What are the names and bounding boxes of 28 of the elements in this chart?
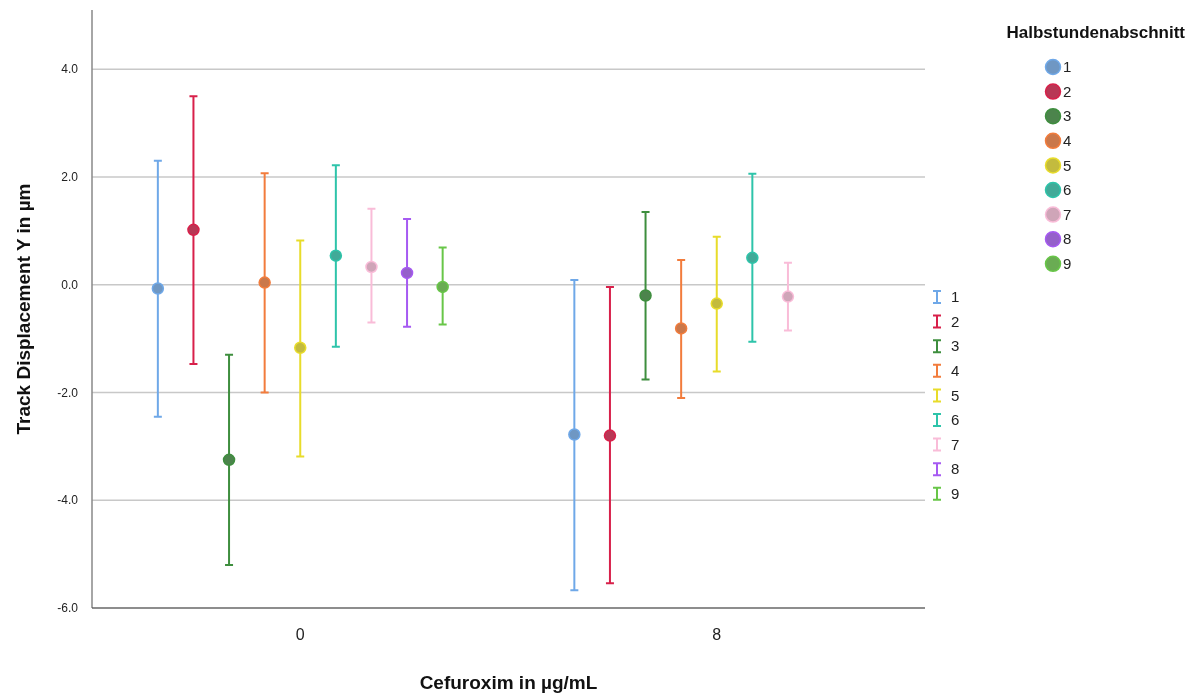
text: 1 xyxy=(1063,58,1072,76)
legend-label: 6 xyxy=(951,411,960,429)
y-tick-label: -4.0 xyxy=(57,493,79,508)
text: 2 xyxy=(1063,82,1072,100)
text: 4 xyxy=(1063,132,1072,150)
legend-label: 9 xyxy=(951,485,960,503)
legend-label: 8 xyxy=(951,460,960,478)
y-tick-label: 2.0 xyxy=(61,170,79,185)
y-axis-title: Track Displacement Y in µm xyxy=(13,183,34,435)
legend-label: 5 xyxy=(951,386,960,404)
legend-label: 2 xyxy=(951,312,960,330)
x-tick-label: 0 xyxy=(295,626,305,643)
legend-label: 1 xyxy=(951,288,960,306)
legend-title: Halbstundenabschnitt xyxy=(1006,23,1186,42)
legend-label: 3 xyxy=(951,337,960,355)
y-tick-label: -2.0 xyxy=(57,385,79,400)
text: 5 xyxy=(1063,156,1072,174)
text: 9 xyxy=(1063,255,1072,273)
legend-label: 7 xyxy=(951,435,960,453)
text: 6 xyxy=(1063,181,1072,199)
y-tick-label: 4.0 xyxy=(61,62,79,77)
x-axis-title: Cefuroxim in µg/mL xyxy=(419,672,598,693)
y-tick-label: 0.0 xyxy=(61,277,79,292)
text: 7 xyxy=(1063,205,1072,223)
y-tick-label: -6.0 xyxy=(57,601,79,616)
text: 3 xyxy=(1063,107,1072,125)
text: 8 xyxy=(1063,230,1072,248)
legend-label: 4 xyxy=(951,362,960,380)
